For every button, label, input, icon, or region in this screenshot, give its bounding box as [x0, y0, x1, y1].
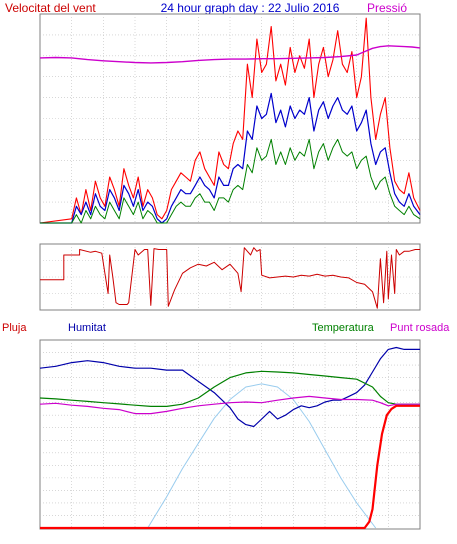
temperature-label: Temperatura: [312, 322, 375, 334]
series-pressure: [39, 45, 421, 64]
series-gust: [39, 17, 421, 224]
series-direction: [40, 247, 420, 309]
pressure-label: Pressió: [367, 1, 407, 15]
wind-speed-label: Velocitat del vent: [5, 1, 96, 15]
rain-label: Pluja: [2, 322, 27, 334]
series-wind_min: [40, 138, 421, 224]
series-rain: [40, 404, 420, 530]
series-sun-elevation: [147, 383, 377, 529]
chart-title: 24 hour graph day : 22 Julio 2016: [161, 1, 340, 15]
series-temperature: [39, 370, 420, 407]
humidity-label: Humitat: [68, 322, 106, 334]
series-dewpoint: [39, 395, 420, 415]
series-wind_avg: [40, 92, 421, 224]
series-humidity: [39, 346, 420, 428]
temperature-panel: [39, 339, 421, 530]
dewpoint-label: Punt rosada: [390, 322, 450, 334]
